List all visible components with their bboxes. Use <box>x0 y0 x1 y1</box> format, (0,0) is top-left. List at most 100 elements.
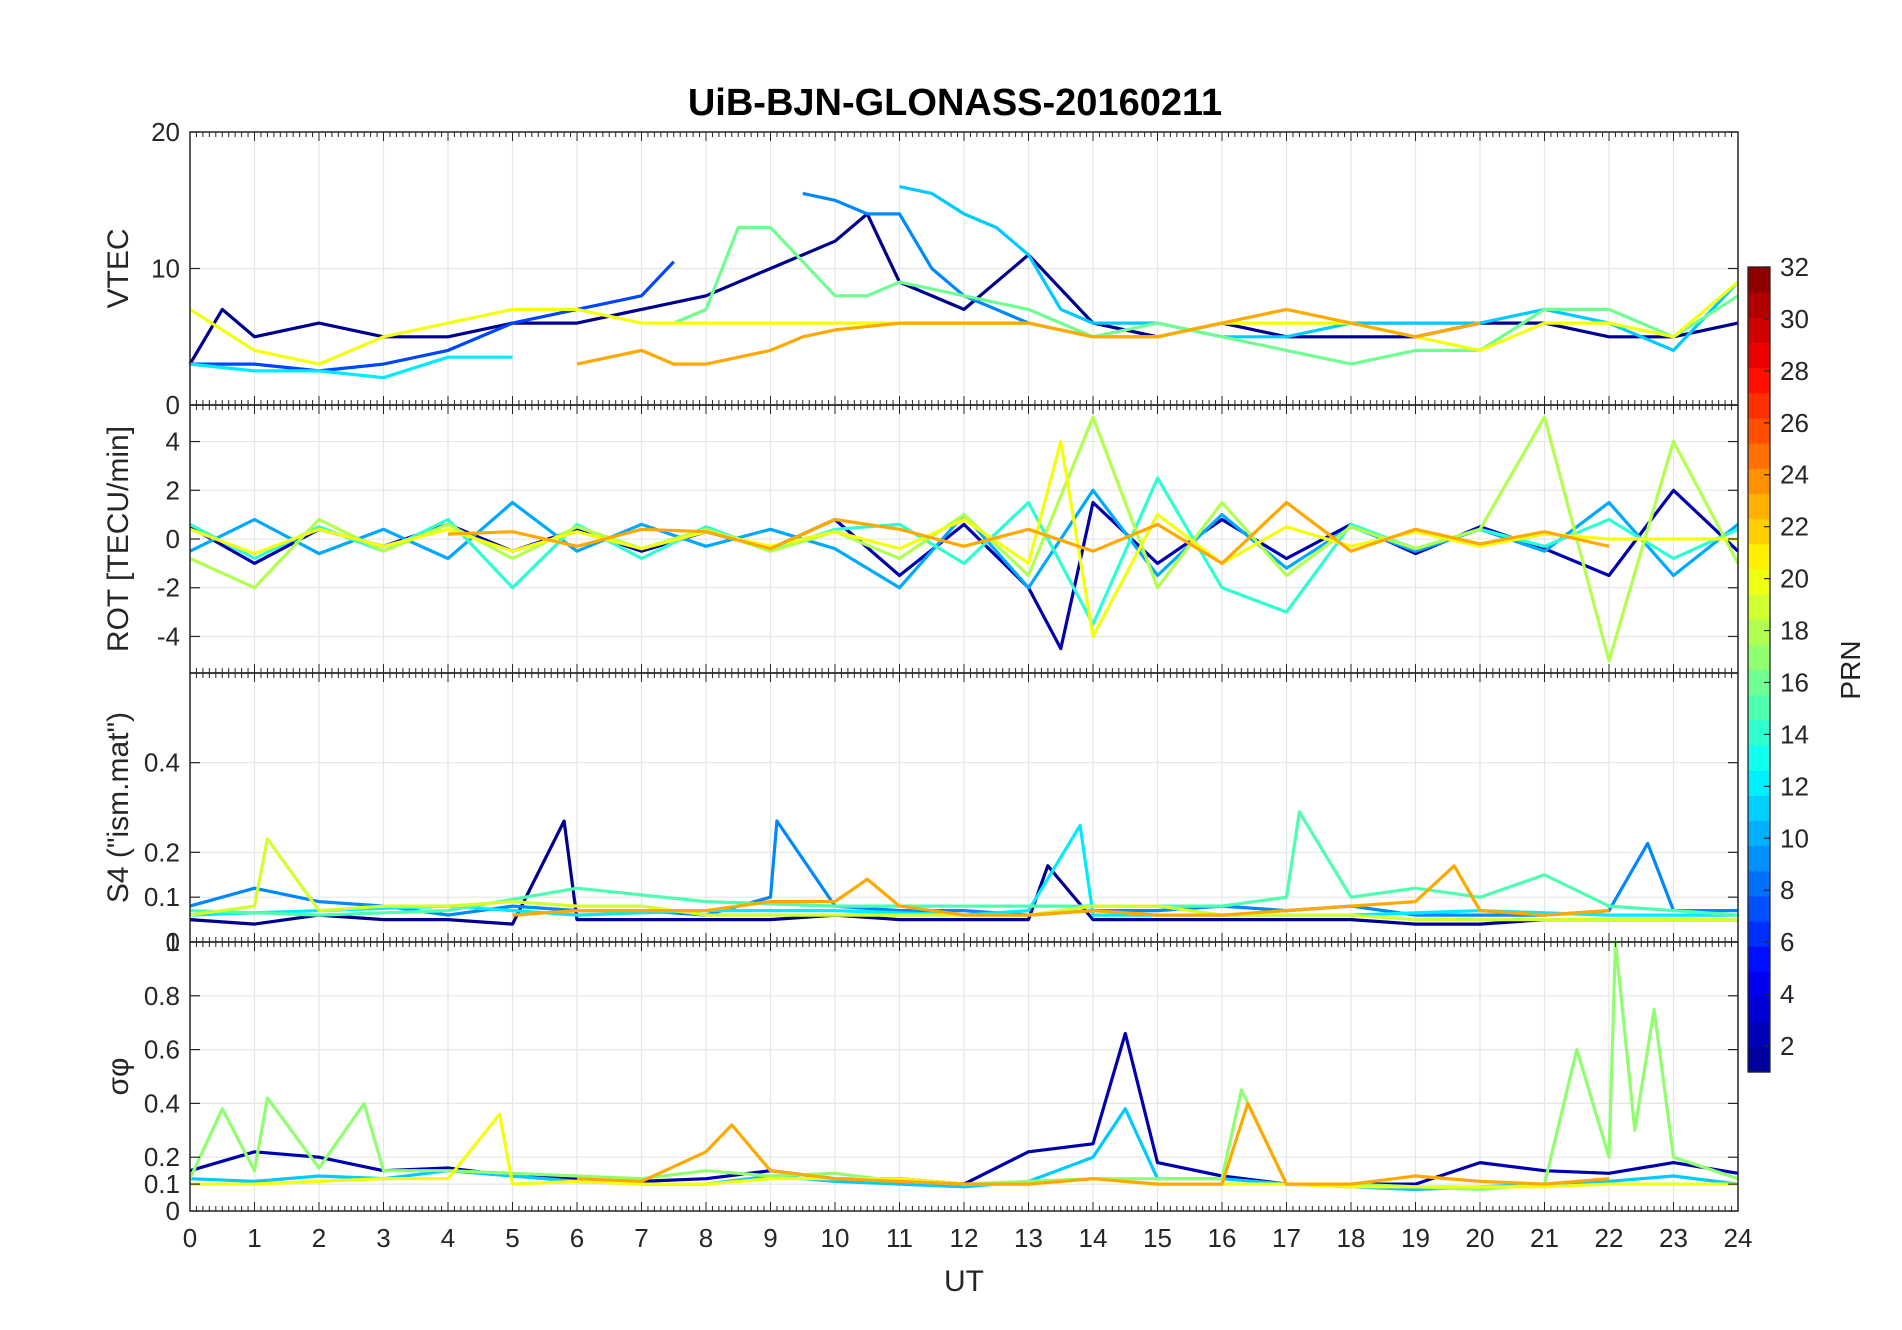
x-tick-label: 22 <box>1595 1223 1624 1253</box>
colorbar-tick-label: 28 <box>1780 356 1809 386</box>
colorbar-segment <box>1748 694 1770 721</box>
colorbar-segment <box>1748 468 1770 495</box>
colorbar-segment <box>1748 770 1770 796</box>
x-tick-label: 16 <box>1208 1223 1237 1253</box>
series-prn-23 <box>512 864 1610 917</box>
y-tick-label: 0 <box>166 927 180 957</box>
x-tick-label: 7 <box>634 1223 648 1253</box>
series-prn-2 <box>189 1031 1739 1186</box>
colorbar-tick-label: 14 <box>1780 719 1809 749</box>
colorbar-tick-label: 6 <box>1780 927 1794 957</box>
colorbar-segment <box>1748 921 1770 947</box>
x-tick-label: 14 <box>1079 1223 1108 1253</box>
colorbar-segment <box>1748 443 1770 469</box>
x-tick-label: 24 <box>1724 1223 1753 1253</box>
x-tick-label: 9 <box>763 1223 777 1253</box>
y-tick-label: 0.4 <box>144 1088 180 1118</box>
colorbar-segment <box>1748 795 1770 822</box>
colorbar-segment <box>1748 1021 1770 1048</box>
x-tick-label: 5 <box>505 1223 519 1253</box>
x-tick-label: 11 <box>886 1223 913 1253</box>
colorbar-segment <box>1748 1046 1770 1073</box>
y-tick-label: 0 <box>166 524 180 554</box>
colorbar-tick-label: 20 <box>1780 564 1809 594</box>
y-tick-label: 0.8 <box>144 981 180 1011</box>
colorbar-segment <box>1748 543 1770 570</box>
colorbar-tick-label: 30 <box>1780 304 1809 334</box>
x-tick-label: 6 <box>570 1223 584 1253</box>
y-tick-label: 1 <box>166 927 180 957</box>
x-tick-label: 18 <box>1337 1223 1366 1253</box>
colorbar-segment <box>1748 568 1770 595</box>
y-tick-label: 0.1 <box>144 882 180 912</box>
y-axis-label: ROT [TECU/min] <box>102 426 135 652</box>
x-tick-label: 0 <box>183 1223 197 1253</box>
colorbar-tick-label: 32 <box>1780 252 1809 282</box>
colorbar-segment <box>1748 669 1770 696</box>
x-tick-label: 10 <box>821 1223 850 1253</box>
x-tick-label: 23 <box>1659 1223 1688 1253</box>
y-tick-label: 0.2 <box>144 837 180 867</box>
x-tick-label: 2 <box>312 1223 326 1253</box>
colorbar-segment <box>1748 870 1770 897</box>
colorbar-segment <box>1748 367 1770 394</box>
x-tick-label: 8 <box>699 1223 713 1253</box>
x-axis-label: UT <box>944 1265 984 1298</box>
series-prn-19 <box>189 837 1738 922</box>
colorbar-segment <box>1748 417 1770 444</box>
x-tick-label: 20 <box>1466 1223 1495 1253</box>
colorbar-segment <box>1748 267 1770 293</box>
series-prn-18 <box>189 415 1740 663</box>
series-prn-23 <box>576 1101 1610 1186</box>
series-prn-1 <box>189 819 1738 926</box>
y-tick-label: 0 <box>166 390 180 420</box>
x-tick-label: 13 <box>1014 1223 1043 1253</box>
x-tick-label: 12 <box>950 1223 979 1253</box>
colorbar-segment <box>1748 292 1770 318</box>
y-tick-label: 2 <box>166 475 180 505</box>
series-prn-16 <box>673 225 1739 366</box>
colorbar-segment <box>1748 594 1770 620</box>
colorbar-segment <box>1748 996 1770 1023</box>
colorbar-segment <box>1748 845 1770 872</box>
x-tick-label: 15 <box>1143 1223 1172 1253</box>
colorbar-segment <box>1748 619 1770 645</box>
y-axis-label: σφ <box>102 1058 135 1096</box>
x-tick-label: 4 <box>441 1223 455 1253</box>
series-prn-23 <box>447 500 1610 566</box>
colorbar-segment <box>1748 719 1770 746</box>
colorbar-tick-label: 26 <box>1780 408 1809 438</box>
x-tick-label: 19 <box>1401 1223 1430 1253</box>
panel-s4: 0 0.1 0.2 0.4 S4 ("ism.mat") <box>102 672 1739 957</box>
colorbar-segment <box>1748 518 1770 545</box>
y-tick-label: -4 <box>157 621 180 651</box>
colorbar-label: PRN <box>1835 640 1866 699</box>
chart-title: UiB-BJN-GLONASS-20160211 <box>688 82 1222 124</box>
x-tick-label: 3 <box>376 1223 390 1253</box>
colorbar-frame <box>1747 266 1771 1073</box>
y-axis-label: S4 ("ism.mat") <box>102 712 135 903</box>
panel-vtec: 0 10 20 VTEC <box>102 117 1740 420</box>
colorbar-tick-label: 2 <box>1780 1031 1794 1061</box>
colorbar-tick-label: 4 <box>1780 979 1794 1009</box>
y-tick-label: 0.2 <box>144 1142 180 1172</box>
y-tick-label: 0.4 <box>144 748 180 778</box>
y-tick-label: 4 <box>166 427 180 457</box>
series-prn-15 <box>189 810 1739 917</box>
x-tick-label: 17 <box>1272 1223 1301 1253</box>
colorbar-segment <box>1748 317 1770 344</box>
colorbar-tick-label: 12 <box>1780 771 1809 801</box>
series-prn-12 <box>189 823 1738 917</box>
y-tick-label: -2 <box>157 573 180 603</box>
series-prn-17 <box>188 940 1739 1192</box>
x-tick-label: 21 <box>1530 1223 1559 1253</box>
x-tick-label: 1 <box>247 1223 261 1253</box>
colorbar-tick-label: 16 <box>1780 667 1809 697</box>
series-prn-12 <box>189 355 513 380</box>
colorbar-segment <box>1748 392 1770 419</box>
colorbar-tick-label: 18 <box>1780 616 1809 646</box>
y-tick-label: 0.1 <box>144 1169 180 1199</box>
